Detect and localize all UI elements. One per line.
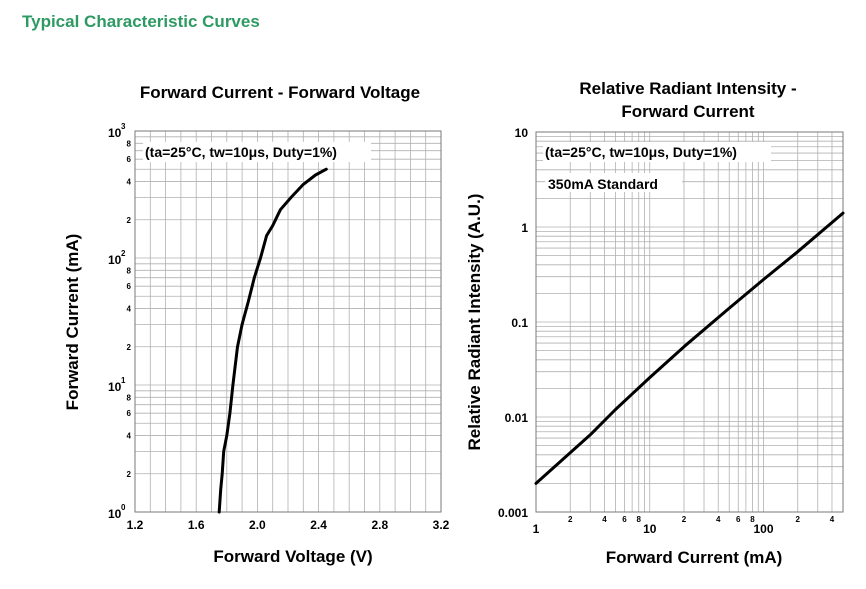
chart1-ytick-minor: 6 <box>127 409 132 418</box>
chart1-ytick-minor: 2 <box>127 216 132 225</box>
chart1-ytick-minor: 8 <box>127 139 132 148</box>
chart1-ytick-minor: 8 <box>127 266 132 275</box>
chart-radiant-intensity-current: Relative Radiant Intensity - Forward Cur… <box>465 79 845 567</box>
chart2-annotation2-bg <box>545 173 682 192</box>
chart1-xlabel: Forward Voltage (V) <box>213 547 372 566</box>
chart1-ytick-exp: 1 <box>121 376 126 385</box>
chart2-xtick-minor: 2 <box>796 515 801 524</box>
chart2-xtick-minor: 4 <box>716 515 721 524</box>
chart1-ytick-minor: 6 <box>127 282 132 291</box>
page-heading: Typical Characteristic Curves <box>22 12 260 31</box>
chart2-xtick-minor: 4 <box>830 515 835 524</box>
chart1-grid <box>135 131 441 512</box>
chart1-ytick-minor: 6 <box>127 155 132 164</box>
chart2-ytick-label: 1 <box>521 221 528 235</box>
chart1-ytick-exp: 3 <box>121 122 126 131</box>
chart1-ytick-minor: 4 <box>127 305 132 314</box>
chart2-ytick-label: 0.001 <box>498 506 528 520</box>
chart2-frame <box>535 131 844 513</box>
chart1-xtick-label: 1.6 <box>188 518 205 532</box>
chart1-frame <box>134 130 442 513</box>
chart2-xtick-minor: 6 <box>736 515 741 524</box>
chart2-xtick-minor: 2 <box>568 515 573 524</box>
chart1-ytick-minor: 2 <box>127 343 132 352</box>
chart2-xtick-label: 10 <box>643 522 657 536</box>
chart1-annotation-bg <box>143 142 371 162</box>
chart1-ylabel: Forward Current (mA) <box>63 234 82 411</box>
chart1-ytick-minor: 2 <box>127 470 132 479</box>
chart2-xtick-minor: 2 <box>682 515 687 524</box>
chart2-title-line1: Relative Radiant Intensity - <box>579 79 796 98</box>
chart2-annotation2: 350mA Standard <box>548 176 658 192</box>
chart1-ytick-exp: 2 <box>121 249 126 258</box>
chart1-ytick-minor: 8 <box>127 393 132 402</box>
chart2-xtick-label: 1 <box>533 522 540 536</box>
chart1-xtick-label: 3.2 <box>433 518 450 532</box>
chart2-ylabel: Relative Radiant Intensity (A.U.) <box>465 194 484 451</box>
chart2-annotation-bg <box>543 142 771 162</box>
chart1-ytick-base: 10 <box>108 507 122 521</box>
chart1-ytick-exp: 0 <box>121 503 126 512</box>
chart1-xtick-label: 2.8 <box>371 518 388 532</box>
chart1-xtick-label: 2.4 <box>310 518 327 532</box>
chart1-ytick-base: 10 <box>108 126 122 140</box>
chart2-xtick-minor: 8 <box>750 515 755 524</box>
chart2-ytick-label: 0.1 <box>511 316 528 330</box>
chart-forward-current-voltage: Forward Current - Forward Voltage 1.2 1.6… <box>63 83 450 566</box>
chart2-ytick-label: 0.01 <box>505 411 529 425</box>
chart2-ytick-label: 10 <box>515 126 529 140</box>
chart2-xtick-minor: 4 <box>602 515 607 524</box>
chart1-xtick-label: 2.0 <box>249 518 266 532</box>
chart2-series-line <box>534 211 845 485</box>
chart2-xtick-minor: 8 <box>636 515 641 524</box>
chart1-ytick-base: 10 <box>108 253 122 267</box>
chart1-xtick-label: 1.2 <box>127 518 144 532</box>
chart1-ytick-minor: 4 <box>127 432 132 441</box>
chart2-title-line2: Forward Current <box>621 102 755 121</box>
chart1-ytick-base: 10 <box>108 380 122 394</box>
chart1-ytick-minor: 4 <box>127 178 132 187</box>
chart2-xtick-label: 100 <box>753 522 773 536</box>
chart1-annotation: (ta=25°C, tw=10μs, Duty=1%) <box>145 144 337 160</box>
chart2-xlabel: Forward Current (mA) <box>606 548 783 567</box>
chart2-xtick-minor: 6 <box>622 515 627 524</box>
chart2-annotation: (ta=25°C, tw=10μs, Duty=1%) <box>545 144 737 160</box>
chart1-series-line <box>217 167 328 514</box>
chart1-title: Forward Current - Forward Voltage <box>140 83 420 102</box>
